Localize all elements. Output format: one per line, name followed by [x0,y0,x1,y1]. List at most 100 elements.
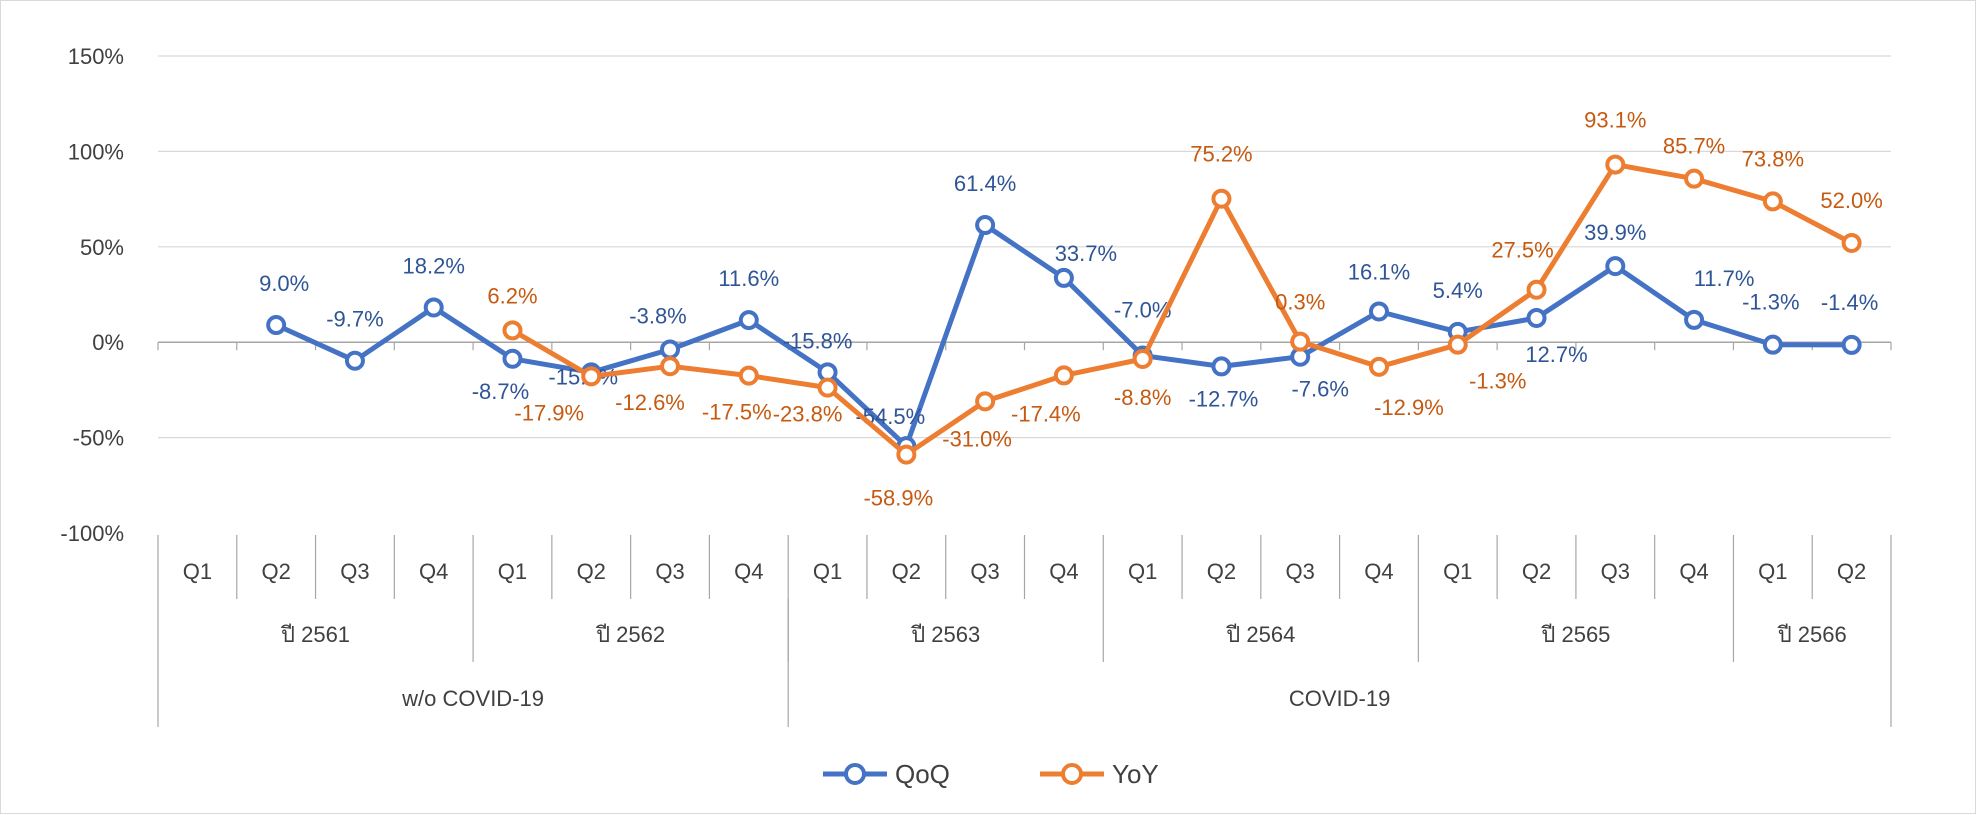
data-point-qoq [1368,301,1389,322]
data-label-yoy: 73.8% [1742,146,1804,171]
data-label-yoy: -12.6% [615,390,685,415]
data-point-yoy [738,365,759,386]
data-point-yoy [1841,232,1862,253]
data-label-qoq: -54.5% [855,404,925,429]
category-label: Q1 [813,559,842,584]
data-point-qoq [423,297,444,318]
y-tick-label: -100% [60,521,124,546]
y-tick-label: 150% [68,44,124,69]
data-point-qoq [1211,356,1232,377]
data-label-qoq: 9.0% [259,271,309,296]
data-label-yoy: -17.9% [514,400,584,425]
category-label: Q4 [1679,559,1708,584]
category-label: Q2 [892,559,921,584]
data-point-yoy [1053,365,1074,386]
data-point-qoq [1526,307,1547,328]
data-point-yoy [1132,348,1153,369]
series-line-yoy [511,162,1853,458]
data-point-qoq [344,350,365,371]
data-label-qoq: 11.7% [1694,266,1755,291]
data-point-qoq [1841,334,1862,355]
data-label-qoq: -1.3% [1742,290,1799,315]
year-label: ปี 2563 [910,622,980,647]
data-point-yoy [660,356,681,377]
y-tick-label: 0% [92,330,124,355]
data-point-qoq [1762,334,1783,355]
data-label-qoq: 39.9% [1584,220,1646,245]
category-label: Q2 [1522,559,1551,584]
y-tick-label: -50% [73,426,124,451]
data-label-yoy: -23.8% [773,402,843,427]
period-label: COVID-19 [1289,686,1390,711]
data-point-qoq [1684,309,1705,330]
y-tick-label: 50% [80,235,124,260]
category-label: Q3 [655,559,684,584]
legend-label-qoq: QoQ [895,759,950,789]
data-point-yoy [1762,191,1783,212]
category-label: Q3 [340,559,369,584]
data-point-yoy [896,444,917,465]
data-label-yoy: -58.9% [863,486,933,511]
data-label-yoy: 75.2% [1190,142,1252,167]
category-label: Q2 [1207,559,1236,584]
year-label: ปี 2561 [280,622,350,647]
data-label-qoq: -15.8% [783,328,853,353]
data-label-qoq: 16.1% [1348,259,1410,284]
data-label-yoy: 27.5% [1491,238,1553,263]
category-label: Q3 [970,559,999,584]
category-label: Q1 [1758,559,1787,584]
data-point-qoq [660,339,681,360]
data-label-qoq: -12.7% [1189,386,1259,411]
category-label: Q4 [1049,559,1078,584]
year-label: ปี 2564 [1225,622,1295,647]
data-point-qoq [266,315,287,336]
category-label: Q1 [498,559,527,584]
data-label-yoy: -17.4% [1011,401,1081,426]
data-point-yoy [1290,331,1311,352]
category-label: Q4 [734,559,763,584]
category-label: Q2 [1837,559,1866,584]
data-label-yoy: 6.2% [487,283,537,308]
data-point-qoq [502,348,523,369]
data-label-qoq: -7.6% [1291,377,1348,402]
data-point-qoq [1605,256,1626,277]
data-point-yoy [1605,154,1626,175]
category-label: Q4 [1364,559,1393,584]
y-tick-label: 100% [68,139,124,164]
data-point-yoy [1447,334,1468,355]
category-label: Q2 [577,559,606,584]
legend-marker-yoy [1061,763,1083,785]
category-label: Q2 [261,559,290,584]
data-label-qoq: -9.7% [326,307,383,332]
period-label: w/o COVID-19 [401,686,544,711]
data-label-qoq: 12.7% [1525,342,1587,367]
data-label-yoy: -17.5% [702,400,772,425]
data-point-yoy [975,391,996,412]
category-label: Q3 [1286,559,1315,584]
data-label-yoy: -1.3% [1469,369,1526,394]
category-label: Q1 [183,559,212,584]
data-label-yoy: 0.3% [1275,290,1325,315]
year-label: ปี 2562 [595,622,665,647]
category-label: Q3 [1601,559,1630,584]
data-label-qoq: -8.7% [472,379,529,404]
data-point-yoy [502,320,523,341]
year-label: ปี 2565 [1540,622,1610,647]
data-label-qoq: 33.7% [1055,241,1117,266]
data-label-qoq: -1.4% [1821,290,1878,315]
data-label-yoy: -8.8% [1114,385,1171,410]
data-label-yoy: 93.1% [1584,108,1646,133]
data-point-yoy [1368,356,1389,377]
data-point-qoq [1053,267,1074,288]
data-label-qoq: 5.4% [1433,278,1483,303]
data-point-yoy [1526,279,1547,300]
data-point-yoy [581,366,602,387]
data-label-qoq: 61.4% [954,171,1016,196]
category-label: Q4 [419,559,448,584]
legend-label-yoy: YoY [1112,759,1159,789]
year-label: ปี 2566 [1777,622,1847,647]
category-label: Q1 [1128,559,1157,584]
data-label-yoy: 85.7% [1663,134,1725,159]
